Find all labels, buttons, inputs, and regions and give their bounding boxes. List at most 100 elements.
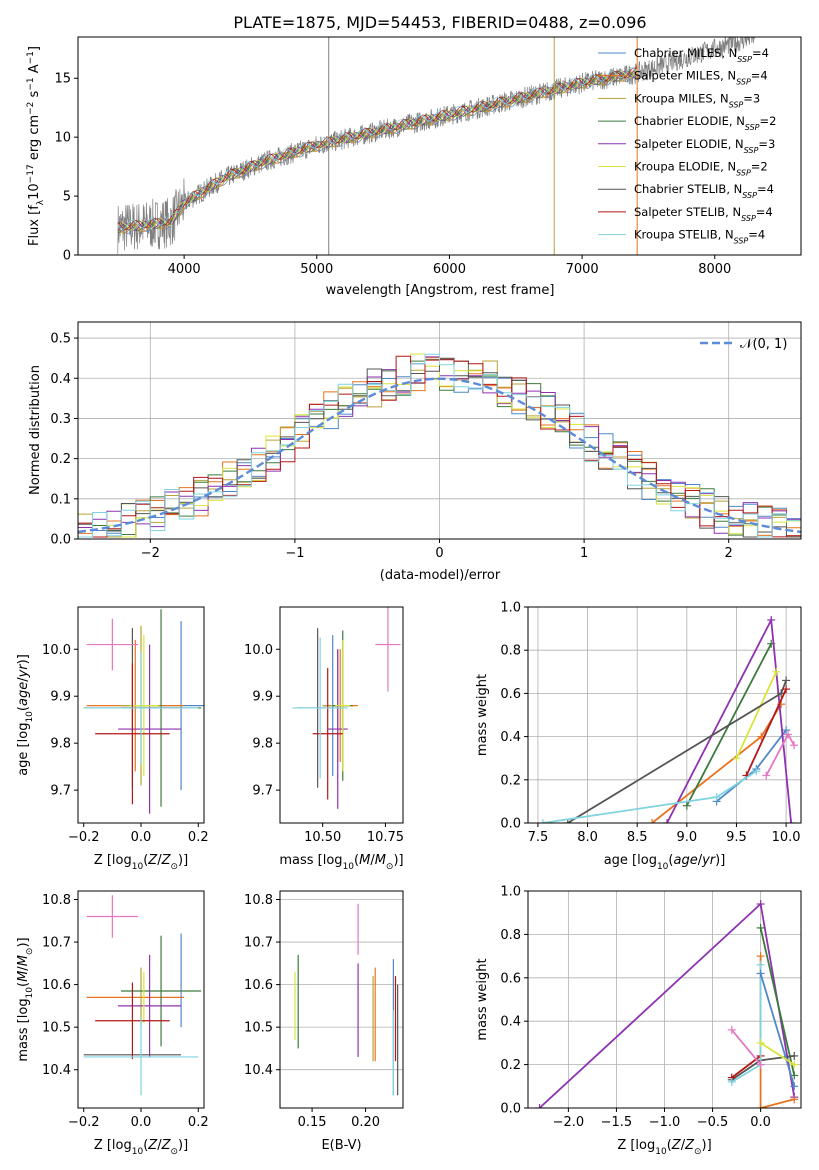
error-bar-point — [86, 618, 139, 671]
legend-entry: Kroupa ELODIE, NSSP=2 — [634, 160, 768, 178]
error-bar-point — [95, 982, 170, 1060]
x-axis-label: Z [log10(Z/Z⊙)] — [94, 853, 188, 872]
plot-area — [117, 37, 755, 255]
y-tick-label: 5 — [63, 190, 71, 205]
legend-entry: Salpeter STELIB, NSSP=4 — [634, 205, 773, 223]
y-tick-label: 0.4 — [500, 1015, 521, 1030]
y-tick-label: 10.0 — [42, 643, 71, 658]
y-tick-label: 9.8 — [50, 737, 71, 752]
panel-age-vs-Z: −0.2 0.0 0.2 9.7 9.8 9.9 10.0 Z [log10(Z/Z⊙)] ag… — [16, 606, 209, 872]
y-tick-label: 10.6 — [42, 978, 71, 993]
y-tick-label: 10.5 — [244, 1021, 273, 1036]
plus-marker — [732, 754, 741, 763]
mass-weight-line — [759, 973, 796, 1087]
axes-frame — [527, 890, 802, 1109]
x-tick-label: 1 — [580, 546, 588, 561]
plot-area — [83, 895, 202, 1096]
x-tick-label: −0.5 — [697, 1115, 729, 1130]
x-axis-label: Z [log10(Z/Z⊙)] — [94, 1138, 188, 1157]
y-tick-label: 9.8 — [252, 737, 273, 752]
plus-marker — [756, 1060, 765, 1069]
plus-marker — [790, 1051, 799, 1060]
plus-marker — [648, 819, 657, 823]
plus-marker — [756, 1104, 765, 1108]
plus-marker — [682, 801, 691, 810]
y-tick-label: 0.4 — [500, 730, 521, 745]
x-tick-label: 5000 — [300, 262, 333, 277]
x-axis-label: wavelength [Angstrom, rest frame] — [326, 283, 555, 298]
plus-marker — [756, 969, 765, 978]
y-tick-label: 10.0 — [244, 643, 273, 658]
axes-frame — [77, 606, 205, 824]
axes-frame — [279, 606, 404, 824]
axes-frame — [77, 36, 802, 256]
error-bar-point — [375, 607, 401, 692]
x-tick-label: −0.2 — [68, 830, 100, 845]
legend-entry: 𝒩(0, 1) — [740, 337, 787, 352]
y-axis-label: age [log10(age/yr)] — [16, 654, 35, 776]
x-tick-label: 0.20 — [351, 1115, 380, 1130]
x-axis-label: Z [log10(Z/Z⊙)] — [617, 1138, 711, 1157]
x-tick-label: 0.15 — [298, 1115, 327, 1130]
x-tick-label: 4000 — [168, 262, 201, 277]
legend-entry: Chabrier STELIB, NSSP=4 — [634, 182, 774, 200]
plus-marker — [752, 767, 761, 776]
x-axis-label: (data-model)/error — [380, 568, 501, 583]
y-tick-label: 9.7 — [252, 784, 273, 799]
x-tick-label: −0.2 — [68, 1115, 100, 1130]
y-tick-label: 10.7 — [244, 936, 273, 951]
y-axis-label: mass weight — [475, 674, 490, 756]
panel-mass-vs-Z: −0.2 0.0 0.2 10.4 10.5 10.6 10.7 10.8 Z [log10(Z… — [16, 890, 209, 1157]
y-tick-label: 1.0 — [500, 885, 521, 900]
gaussian-legend: 𝒩(0, 1) — [700, 337, 787, 352]
plot-area — [83, 609, 204, 814]
axes-frame — [279, 890, 404, 1109]
model-line — [117, 71, 638, 234]
error-bar-point — [83, 1018, 199, 1096]
y-tick-label: 10.8 — [42, 893, 71, 908]
plus-marker — [782, 726, 791, 735]
x-tick-label: 0.2 — [188, 830, 209, 845]
y-tick-label: 0.8 — [500, 928, 521, 943]
model-line — [117, 70, 637, 233]
error-bar-point — [118, 954, 182, 1057]
error-bar-point — [120, 935, 202, 1047]
y-tick-label: 0.5 — [50, 332, 71, 347]
x-tick-label: −2.0 — [553, 1115, 585, 1130]
x-axis-label: age [log10(age/yr)] — [604, 853, 726, 872]
page-title: PLATE=1875, MJD=54453, FIBERID=0488, z=0… — [233, 13, 646, 32]
x-tick-label: 0.2 — [188, 1115, 209, 1130]
grid-lines — [280, 899, 403, 1071]
y-axis-label: mass weight — [475, 958, 490, 1040]
model-line — [117, 67, 638, 230]
plus-marker — [535, 1104, 544, 1108]
plus-marker — [772, 667, 781, 676]
grid-lines — [528, 606, 801, 824]
plus-marker — [762, 771, 771, 780]
y-axis-label: Normed distribution — [28, 365, 43, 495]
y-tick-label: 10.4 — [42, 1063, 71, 1078]
y-tick-label: 10 — [54, 131, 71, 146]
x-tick-label: 10.0 — [772, 830, 801, 845]
x-axis-label: mass [log10(M/M⊙)] — [279, 853, 403, 872]
y-tick-label: 0 — [63, 249, 71, 264]
y-tick-label: 0.2 — [50, 452, 71, 467]
y-tick-label: 0.2 — [500, 1058, 521, 1073]
legend-entry: Kroupa MILES, NSSP=3 — [634, 91, 760, 109]
error-bar-point — [86, 895, 139, 938]
y-tick-label: 0.1 — [50, 492, 71, 507]
plus-marker — [538, 819, 547, 823]
x-tick-label: 8.5 — [627, 830, 648, 845]
x-tick-label: −2 — [141, 546, 160, 561]
x-tick-label: 7.5 — [528, 830, 549, 845]
residual-histogram-series — [78, 353, 801, 538]
x-tick-label: 9.5 — [726, 830, 747, 845]
x-tick-label: 8.0 — [577, 830, 598, 845]
mass-weight-line — [567, 680, 787, 823]
error-bar-point — [292, 637, 348, 779]
plus-marker — [767, 615, 776, 624]
error-bar-point — [118, 644, 182, 814]
plus-marker — [756, 900, 765, 909]
x-axis-label: E(B-V) — [321, 1138, 361, 1153]
